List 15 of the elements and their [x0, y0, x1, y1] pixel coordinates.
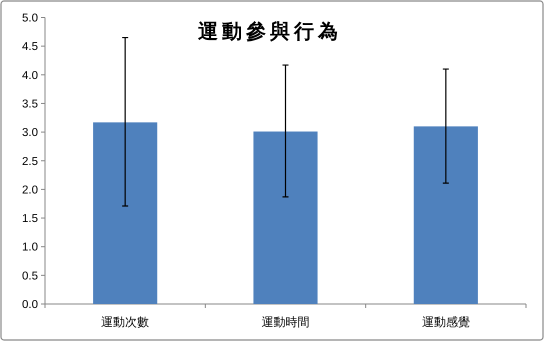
y-tick-label: 2.0	[22, 184, 38, 196]
y-tick-label: 1.5	[22, 213, 38, 226]
x-tick-label: 運動時間	[262, 315, 310, 329]
x-tick-label: 運動感覺	[422, 315, 470, 329]
y-tick-label: 3.0	[22, 127, 38, 140]
chart-title: 運動參與行為	[197, 19, 342, 43]
y-tick-label: 4.5	[22, 41, 38, 54]
y-tick-label: 0.5	[22, 270, 38, 282]
y-tick-label: 1.0	[22, 242, 38, 254]
y-tick-label: 3.5	[22, 98, 38, 110]
x-tick-label: 運動次數	[101, 315, 150, 329]
y-tick-label: 5.0	[22, 12, 38, 24]
y-tick-label: 4.0	[22, 70, 38, 82]
y-tick-label: 0.0	[22, 299, 38, 311]
y-tick-label: 2.5	[22, 156, 38, 168]
